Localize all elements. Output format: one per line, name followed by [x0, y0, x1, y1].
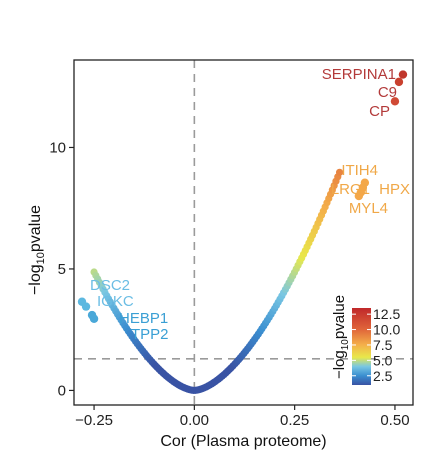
legend-tick-label: 5.0 [373, 352, 393, 368]
point-igkc [81, 302, 91, 311]
x-tick-label: 0.50 [380, 412, 409, 429]
label-lrg1: LRG1 [331, 181, 370, 198]
point-tpp2 [89, 314, 99, 323]
x-axis-title: Cor (Plasma proteome) [160, 433, 326, 450]
highlighted-points [77, 70, 408, 323]
legend-title-subscript: 10 [340, 339, 351, 351]
point-cp [390, 97, 400, 106]
y-axis-title-suffix: pvalue [27, 205, 44, 252]
label-dsc2: DSC2 [90, 277, 130, 294]
label-igkc: IGKC [97, 293, 134, 310]
y-axis-title-prefix: −log [27, 264, 44, 295]
x-tick-label: 0.00 [180, 412, 209, 429]
label-c9: C9 [378, 84, 397, 101]
label-myl4: MYL4 [349, 200, 388, 217]
legend-title-prefix: −log [331, 350, 348, 379]
legend-colorbar [352, 308, 371, 385]
color-legend: −log10pvalue 2.55.07.510.012.5 [331, 295, 400, 385]
label-hebp1: HEBP1 [119, 310, 168, 327]
x-tick-label: 0.25 [280, 412, 309, 429]
y-tick-label: 0 [58, 382, 66, 399]
legend-ticks: 2.55.07.510.012.5 [352, 306, 400, 384]
legend-title-suffix: pvalue [331, 295, 348, 339]
label-cp: CP [369, 103, 390, 120]
legend-tick-label: 7.5 [373, 337, 393, 353]
label-itih4: ITIH4 [341, 162, 378, 179]
legend-tick-label: 10.0 [373, 322, 400, 338]
plot-frame [73, 59, 414, 406]
label-tpp2: TPP2 [131, 326, 169, 343]
legend-title: −log10pvalue [331, 295, 351, 379]
x-tick-label: −0.25 [75, 412, 113, 429]
x-axis: −0.25 0.00 0.25 0.50 [75, 405, 410, 429]
label-hpx: HPX [379, 181, 410, 198]
legend-tick-label: 2.5 [373, 368, 393, 384]
y-tick-label: 10 [49, 139, 66, 156]
correlation-curve [90, 168, 344, 394]
legend-tick-label: 12.5 [373, 306, 400, 322]
y-axis: 0 5 10 [49, 139, 74, 399]
y-axis-title-subscript: 10 [35, 252, 47, 264]
point-serpina1 [398, 70, 408, 79]
point-c9 [394, 77, 404, 87]
label-serpina1: SERPINA1 [322, 66, 396, 83]
point-myl4 [354, 191, 364, 201]
curve-point [335, 168, 344, 176]
y-axis-title: −log10pvalue [27, 205, 47, 295]
y-tick-label: 5 [58, 261, 66, 278]
